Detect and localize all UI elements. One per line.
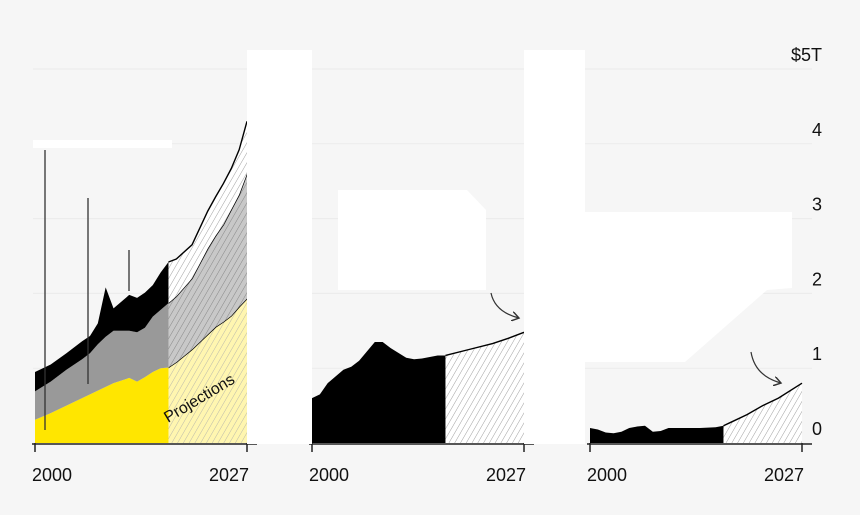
- area-black-projection: [445, 332, 524, 443]
- y-tick-label: 4: [812, 120, 822, 140]
- area-black-historical: [590, 425, 724, 443]
- area-black-historical: [35, 261, 169, 392]
- area-yellow-projection: [168, 298, 247, 443]
- x-tick-label: 2027: [764, 465, 804, 485]
- panel-3: 2000 2027: [587, 382, 812, 485]
- area-black-historical: [312, 342, 446, 443]
- redaction-blocks: [33, 50, 792, 444]
- projection-line: [445, 331, 525, 357]
- annotation-arrow: [750, 351, 781, 383]
- x-tick-label: 2000: [32, 465, 72, 485]
- y-tick-label: 3: [812, 195, 822, 215]
- x-tick-label: 2000: [309, 465, 349, 485]
- area-gray-projection: [168, 173, 247, 368]
- panel-2: 2000 2027: [309, 331, 534, 485]
- projection-line: [723, 382, 803, 427]
- projection-line: [168, 121, 248, 263]
- annotation-arrow: [490, 292, 519, 318]
- y-tick-label: 0: [812, 419, 822, 439]
- annotation-lines: [44, 150, 130, 430]
- x-tick-label: 2027: [209, 465, 249, 485]
- area-yellow-historical: [35, 367, 169, 443]
- area-gray-historical: [35, 303, 169, 420]
- x-tick-label: 2000: [587, 465, 627, 485]
- y-tick-label: 2: [812, 269, 822, 289]
- panel-1: 2000 2027: [32, 121, 257, 485]
- y-tick-label: $5T: [791, 45, 822, 65]
- y-tick-label: 1: [812, 344, 822, 364]
- x-tick-label: 2027: [486, 465, 526, 485]
- area-black-projection: [723, 383, 802, 443]
